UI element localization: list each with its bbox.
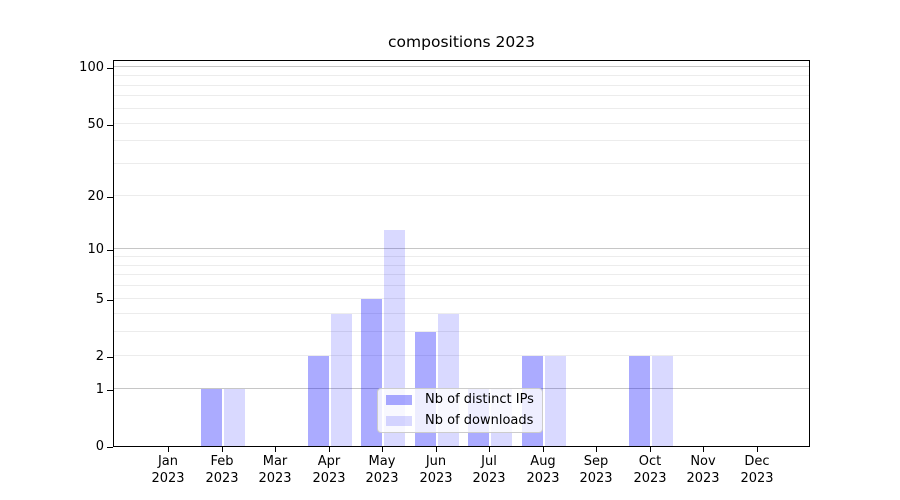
bar-nb-of-downloads-aug <box>544 356 566 446</box>
y-gridline-minor-4 <box>114 313 809 314</box>
y-gridline-minor-40 <box>114 140 809 141</box>
x-tick-label-nov: Nov 2023 <box>686 454 720 486</box>
bar-group-apr <box>307 314 352 446</box>
legend-swatch-downloads <box>386 416 412 426</box>
bar-nb-of-downloads-apr <box>330 314 352 446</box>
x-tick-mark-jan <box>168 447 169 452</box>
y-tick-label-5: 5 <box>95 292 104 307</box>
y-tick-label-100: 100 <box>79 60 104 75</box>
y-gridline-minor-70 <box>114 95 809 96</box>
y-gridline-major-10 <box>114 248 809 249</box>
x-tick-mark-sep <box>596 447 597 452</box>
bar-nb-of-downloads-feb <box>223 389 245 446</box>
y-tick-mark-10 <box>107 250 113 251</box>
chart-title: compositions 2023 <box>388 33 535 51</box>
x-tick-label-oct: Oct 2023 <box>633 454 667 486</box>
bar-nb-of-downloads-oct <box>651 356 673 446</box>
x-tick-mark-aug <box>543 447 544 452</box>
x-tick-mark-nov <box>703 447 704 452</box>
x-tick-label-sep: Sep 2023 <box>579 454 613 486</box>
x-tick-mark-apr <box>329 447 330 452</box>
y-tick-mark-5 <box>107 300 113 301</box>
y-gridline-minor-3 <box>114 331 809 332</box>
x-tick-mark-feb <box>222 447 223 452</box>
y-tick-mark-2 <box>107 357 113 358</box>
y-gridline-minor-50 <box>114 123 809 124</box>
x-tick-mark-jul <box>489 447 490 452</box>
y-gridline-minor-8 <box>114 265 809 266</box>
legend-item-downloads: Nb of downloads <box>386 413 534 429</box>
x-tick-label-aug: Aug 2023 <box>526 454 560 486</box>
y-tick-mark-0 <box>107 447 113 448</box>
bar-group-oct <box>628 356 673 446</box>
y-gridline-minor-6 <box>114 285 809 286</box>
y-tick-label-10: 10 <box>87 242 104 257</box>
x-tick-mark-jun <box>436 447 437 452</box>
y-tick-label-50: 50 <box>87 117 104 132</box>
y-tick-mark-20 <box>107 197 113 198</box>
y-tick-mark-1 <box>107 390 113 391</box>
legend: Nb of distinct IPs Nb of downloads <box>377 388 543 433</box>
y-gridline-minor-90 <box>114 75 809 76</box>
legend-item-distinct-ips: Nb of distinct IPs <box>386 392 534 408</box>
bar-nb-of-distinct-ips-feb <box>200 389 222 446</box>
x-tick-mark-may <box>382 447 383 452</box>
y-tick-label-2: 2 <box>95 349 104 364</box>
bar-group-feb <box>200 389 245 446</box>
bar-nb-of-distinct-ips-oct <box>628 356 650 446</box>
bar-nb-of-distinct-ips-apr <box>307 356 329 446</box>
y-gridline-minor-5 <box>114 298 809 299</box>
x-tick-label-jul: Jul 2023 <box>472 454 506 486</box>
x-tick-label-apr: Apr 2023 <box>312 454 346 486</box>
x-tick-label-mar: Mar 2023 <box>258 454 292 486</box>
y-tick-label-0: 0 <box>95 439 104 454</box>
y-tick-label-1: 1 <box>95 382 104 397</box>
y-gridline-minor-9 <box>114 256 809 257</box>
y-gridline-major-100 <box>114 66 809 67</box>
y-tick-mark-50 <box>107 125 113 126</box>
x-tick-mark-mar <box>275 447 276 452</box>
y-gridline-minor-20 <box>114 195 809 196</box>
y-tick-label-20: 20 <box>87 189 104 204</box>
x-tick-label-may: May 2023 <box>365 454 399 486</box>
x-tick-label-jan: Jan 2023 <box>151 454 185 486</box>
legend-label-downloads: Nb of downloads <box>425 413 534 428</box>
legend-swatch-distinct-ips <box>386 395 412 405</box>
x-tick-mark-dec <box>757 447 758 452</box>
x-tick-label-feb: Feb 2023 <box>205 454 239 486</box>
y-gridline-minor-2 <box>114 355 809 356</box>
x-tick-mark-oct <box>650 447 651 452</box>
y-tick-mark-100 <box>107 68 113 69</box>
y-gridline-minor-7 <box>114 274 809 275</box>
x-tick-label-jun: Jun 2023 <box>419 454 453 486</box>
plot-area <box>113 60 810 447</box>
y-gridline-minor-60 <box>114 108 809 109</box>
y-gridline-minor-30 <box>114 163 809 164</box>
y-gridline-minor-80 <box>114 85 809 86</box>
x-tick-label-dec: Dec 2023 <box>740 454 774 486</box>
legend-label-distinct-ips: Nb of distinct IPs <box>425 392 534 407</box>
